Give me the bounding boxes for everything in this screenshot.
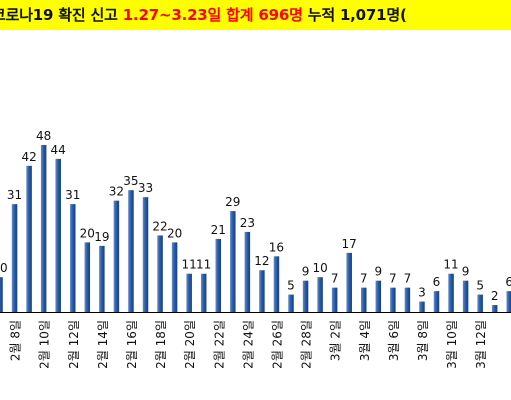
x-tick-label: 3월 8일 xyxy=(416,320,430,361)
bar-value-label: 42 xyxy=(21,150,36,164)
bar-value-label: 11 xyxy=(182,258,197,272)
bar-value-label: 9 xyxy=(462,265,470,279)
x-tick-label: 2월 12일 xyxy=(67,320,81,369)
bar xyxy=(128,190,134,312)
bar-value-label: 22 xyxy=(152,219,167,233)
bar-value-label: 5 xyxy=(287,279,295,293)
bar xyxy=(404,287,411,312)
bar xyxy=(346,252,352,312)
x-tick-label: 2월 22일 xyxy=(212,320,226,369)
x-tick-label: 3월 4일 xyxy=(358,320,372,361)
bar-value-label: 35 xyxy=(123,174,138,188)
bar xyxy=(361,287,367,312)
bar xyxy=(40,144,47,312)
bar-value-label: 3 xyxy=(418,286,426,300)
bar-value-label: 2 xyxy=(491,289,499,303)
bar-value-label: 6 xyxy=(433,275,441,289)
bar xyxy=(375,280,382,312)
bar xyxy=(302,280,309,312)
bar-value-label: 10 xyxy=(0,261,8,275)
x-tick-label: 3월 10일 xyxy=(445,320,459,369)
bar-value-label: 32 xyxy=(109,185,124,199)
bar xyxy=(433,291,440,312)
bar xyxy=(11,204,18,312)
bar xyxy=(215,238,221,312)
bar-value-label: 7 xyxy=(404,272,412,286)
bar xyxy=(477,294,483,312)
bar-value-label: 11 xyxy=(196,258,211,272)
bar xyxy=(506,291,511,312)
bar-value-label: 6 xyxy=(505,275,511,289)
bar xyxy=(26,165,32,312)
bar xyxy=(0,277,3,312)
bar xyxy=(390,287,396,312)
bar-value-label: 10 xyxy=(312,261,327,275)
bar-value-label: 31 xyxy=(65,188,80,202)
bar xyxy=(171,242,178,312)
bar xyxy=(200,273,207,312)
bar-value-label: 17 xyxy=(342,237,357,251)
bar-value-label: 7 xyxy=(360,272,368,286)
bar xyxy=(419,301,425,312)
bar xyxy=(84,242,91,312)
bar-value-label: 20 xyxy=(167,226,182,240)
chart-title-banner: 코로나19 확진 신고 1.27~3.23일 합계 696명 누적 1,071명… xyxy=(0,0,511,30)
bar xyxy=(317,277,323,312)
bars-group xyxy=(0,144,511,312)
x-tick-label: 2월 26일 xyxy=(270,320,284,369)
value-labels-group: 1031424844312019323533222011112129231216… xyxy=(0,129,511,303)
bar-value-label: 23 xyxy=(240,216,255,230)
x-tick-label: 3월 6일 xyxy=(387,320,401,361)
bar xyxy=(99,245,105,312)
x-tick-label: 2월 28일 xyxy=(300,320,314,369)
x-tick-label: 3월 2일 xyxy=(329,320,343,361)
bar xyxy=(186,273,192,312)
bar-value-label: 29 xyxy=(225,195,240,209)
x-tick-label: 2월 20일 xyxy=(183,320,197,369)
title-part-prefix: 코로나19 확진 신고 xyxy=(0,6,123,24)
bar-value-label: 31 xyxy=(7,188,22,202)
bar xyxy=(273,256,280,312)
bar-value-label: 16 xyxy=(269,240,284,254)
x-tick-label: 2월 16일 xyxy=(125,320,139,369)
bar-chart: 1031424844312019323533222011112129231216… xyxy=(0,129,511,369)
x-tick-label: 2월 14일 xyxy=(96,320,110,369)
x-tick-label: 2월 18일 xyxy=(154,320,168,369)
bar xyxy=(288,294,294,312)
bar-value-label: 12 xyxy=(254,254,269,268)
bar-value-label: 7 xyxy=(331,272,339,286)
x-tick-label: 2월 24일 xyxy=(241,320,255,369)
x-tick-labels-group: 2월 8일 2월 10일 2월 12일 2월 14일 2월 16일 2월 18일 2월 20… xyxy=(9,320,489,369)
bar xyxy=(55,158,61,312)
x-tick-label: 2월 8일 xyxy=(9,320,23,361)
bar-value-label: 33 xyxy=(138,181,153,195)
bar-value-label: 20 xyxy=(80,226,95,240)
bar-value-label: 48 xyxy=(36,129,51,143)
bar xyxy=(331,287,338,312)
title-part-total: 1.27~3.23일 합계 696명 xyxy=(122,6,303,24)
bar xyxy=(491,305,498,312)
bar-value-label: 9 xyxy=(374,265,382,279)
bar xyxy=(462,280,469,312)
bar-value-label: 21 xyxy=(211,223,226,237)
bar-value-label: 7 xyxy=(389,272,397,286)
x-tick-label: 3월 12일 xyxy=(474,320,488,369)
bar xyxy=(142,197,149,312)
chart-title: 코로나19 확진 신고 1.27~3.23일 합계 696명 누적 1,071명… xyxy=(0,0,407,30)
title-part-cumulative: 누적 1,071명( xyxy=(302,6,407,24)
bar xyxy=(259,270,265,312)
bar xyxy=(70,204,76,312)
bar xyxy=(157,235,163,312)
bar xyxy=(113,200,120,312)
bar xyxy=(230,211,236,312)
bar-value-label: 5 xyxy=(476,279,484,293)
bar-value-label: 11 xyxy=(443,258,458,272)
bar-value-label: 44 xyxy=(51,143,66,157)
bar-value-label: 9 xyxy=(302,265,310,279)
bar xyxy=(244,231,251,312)
bar-value-label: 19 xyxy=(94,230,109,244)
x-tick-label: 2월 10일 xyxy=(38,320,52,369)
bar xyxy=(448,273,454,312)
